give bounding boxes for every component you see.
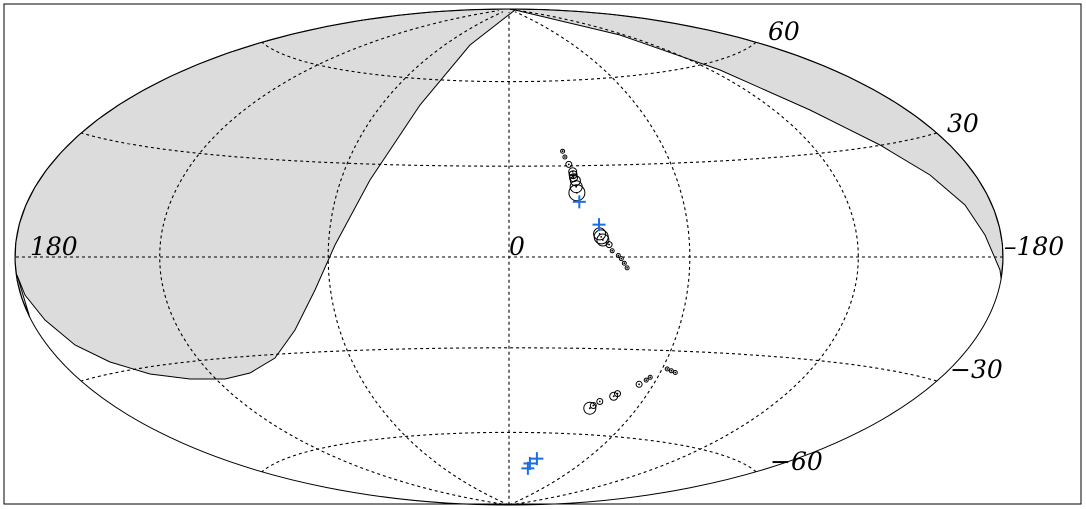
circle-marker: [568, 167, 578, 177]
circle-marker: [560, 148, 566, 154]
cross-marker: [530, 452, 544, 466]
circle-marker-center: [623, 262, 626, 265]
cross-markers: [521, 195, 606, 475]
circle-marker-center: [588, 407, 591, 410]
cross-marker: [521, 461, 535, 475]
lat-label-minus-60: −60: [770, 447, 823, 476]
lon-label-180-right: –180: [1004, 232, 1064, 261]
parallel-line: [81, 132, 937, 167]
circle-marker: [568, 170, 578, 180]
circle-markers: [560, 148, 678, 415]
circle-marker: [596, 233, 610, 247]
circle-marker-center: [592, 404, 595, 407]
meridian-line: [509, 11, 691, 506]
circle-marker-center: [666, 368, 669, 370]
circle-marker: [568, 184, 586, 202]
circle-marker: [647, 374, 653, 380]
circle-marker: [583, 401, 597, 415]
lat-label-60: 60: [768, 17, 800, 46]
circle-marker-center: [572, 176, 575, 179]
circle-marker-center: [564, 156, 566, 158]
circle-marker: [605, 241, 613, 249]
circle-marker-center: [611, 249, 614, 252]
circle-marker-center: [608, 243, 610, 246]
circle-marker-center: [598, 400, 601, 403]
circle-marker: [672, 370, 678, 375]
circle-marker: [596, 398, 604, 405]
lon-label-0: 0: [509, 232, 525, 261]
graticule: [15, 10, 1003, 506]
circle-marker: [668, 368, 674, 374]
circle-marker-center: [602, 239, 604, 241]
circle-marker-center: [612, 395, 615, 398]
circle-marker: [624, 265, 630, 271]
circle-marker: [569, 175, 581, 187]
circle-marker: [643, 377, 649, 383]
circle-marker: [562, 154, 568, 160]
circle-marker-center: [670, 369, 673, 372]
circle-marker-center: [561, 150, 564, 153]
circle-marker: [615, 253, 621, 258]
circle-marker-center: [575, 185, 578, 188]
circle-marker-center: [649, 376, 652, 379]
lon-label-180-left: 180: [30, 232, 78, 261]
circle-marker: [621, 260, 627, 266]
circle-marker-center: [617, 254, 620, 257]
circle-marker: [664, 366, 670, 372]
shaded-region-west: [14, 8, 517, 380]
parallel-line: [261, 41, 757, 83]
map-boundary: [14, 8, 1004, 506]
circle-marker-center: [626, 267, 628, 269]
circle-marker: [635, 380, 643, 388]
circle-marker-center: [620, 257, 623, 260]
circle-marker-center: [600, 236, 603, 238]
cross-marker: [572, 195, 586, 209]
circle-marker: [609, 391, 619, 401]
parallel-line: [261, 431, 757, 473]
circle-marker-center: [638, 383, 640, 386]
circle-marker: [565, 160, 573, 168]
parallel-line: [81, 347, 937, 382]
shaded-region-east: [508, 8, 1004, 279]
lat-label-minus-30: −30: [950, 355, 1003, 384]
circle-marker: [618, 256, 624, 262]
lat-label-30: 30: [947, 109, 979, 138]
circle-marker-center: [645, 379, 648, 381]
circle-marker: [589, 402, 597, 409]
circle-marker-center: [567, 163, 570, 166]
circle-marker-center: [674, 371, 677, 374]
cross-marker: [592, 218, 606, 232]
circle-marker: [609, 248, 615, 254]
circle-marker-center: [576, 191, 578, 194]
